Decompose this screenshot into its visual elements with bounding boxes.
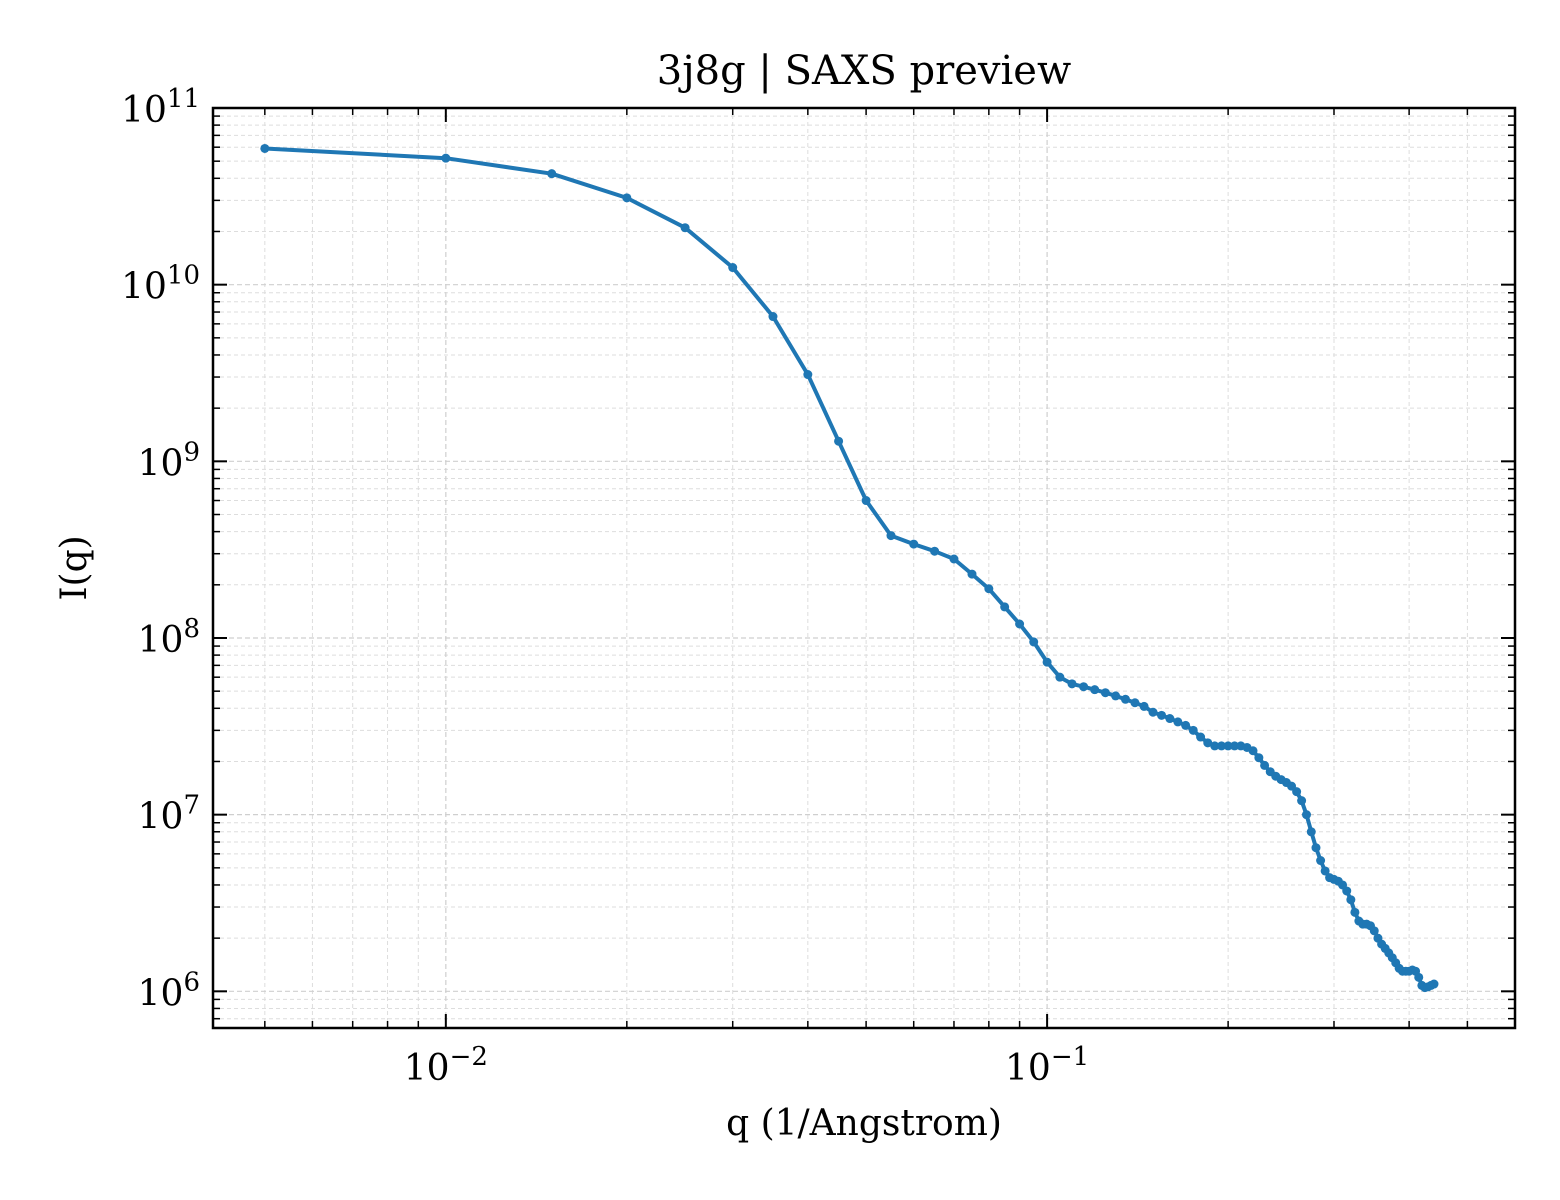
y-tick-label: 108 xyxy=(138,614,200,661)
data-point xyxy=(1055,672,1065,682)
data-point xyxy=(834,436,844,446)
data-point xyxy=(1369,926,1379,936)
axis-ticks: 10−2 10−1 106 107 108 109 1010 1011 xyxy=(121,84,1515,1089)
data-point xyxy=(1042,657,1052,667)
data-point xyxy=(1429,979,1439,989)
data-point xyxy=(1210,741,1220,751)
data-point xyxy=(1260,760,1270,770)
data-point xyxy=(1297,796,1307,806)
data-point xyxy=(1292,787,1302,797)
data-point xyxy=(1188,725,1198,735)
data-point xyxy=(909,539,919,549)
data-point xyxy=(1217,741,1227,751)
grid xyxy=(213,107,1515,1028)
data-point xyxy=(547,169,557,179)
data-point xyxy=(1029,637,1039,647)
data-point xyxy=(1148,707,1158,717)
data-point xyxy=(861,496,871,506)
plot-frame xyxy=(211,106,1517,1030)
data-point xyxy=(1067,679,1077,689)
data-point xyxy=(1111,691,1121,701)
data-point xyxy=(803,370,813,380)
data-point xyxy=(1223,741,1233,751)
data-point xyxy=(1248,746,1258,756)
data-point xyxy=(1230,741,1240,751)
data-point xyxy=(1203,738,1213,748)
y-tick-label: 107 xyxy=(138,791,200,838)
data-point xyxy=(1100,688,1110,698)
data-point xyxy=(1165,714,1175,724)
data-point xyxy=(967,569,977,579)
data-point xyxy=(1306,827,1316,837)
data-point xyxy=(1130,698,1140,708)
data-point xyxy=(1173,717,1183,727)
data-point xyxy=(1120,694,1130,704)
data-point xyxy=(1342,886,1352,896)
x-tick-label: 10−1 xyxy=(1005,1042,1089,1089)
data-point xyxy=(768,312,778,322)
data-point xyxy=(1181,720,1191,730)
data-point xyxy=(1301,810,1311,820)
data-point xyxy=(930,546,940,556)
data-point xyxy=(984,584,994,594)
y-tick-label: 1011 xyxy=(121,84,200,131)
data-point xyxy=(1000,602,1010,612)
data-point xyxy=(1346,895,1356,905)
data-point xyxy=(1414,972,1424,982)
series-layer xyxy=(260,143,1439,993)
data-point xyxy=(1320,866,1330,876)
y-tick-label: 1010 xyxy=(121,261,200,308)
data-point xyxy=(1311,843,1321,853)
chart-title: 3j8g | SAXS preview xyxy=(657,48,1071,94)
x-tick-label: 10−2 xyxy=(404,1042,488,1089)
data-point xyxy=(1139,701,1149,711)
data-point xyxy=(886,531,896,541)
y-tick-label: 106 xyxy=(138,967,200,1014)
y-axis-label: I(q) xyxy=(54,535,95,600)
data-point xyxy=(1090,685,1100,695)
data-point xyxy=(1079,682,1089,692)
data-point xyxy=(622,193,632,203)
data-point xyxy=(1196,732,1206,742)
data-point xyxy=(949,554,959,564)
data-point xyxy=(1254,753,1264,763)
data-point xyxy=(260,143,270,153)
y-tick-label: 109 xyxy=(138,437,200,484)
data-point xyxy=(1316,856,1326,866)
data-point xyxy=(441,153,451,163)
data-point xyxy=(1350,907,1360,917)
data-point xyxy=(728,263,738,273)
data-point xyxy=(680,223,690,233)
data-point xyxy=(1015,619,1025,629)
x-axis-label: q (1/Angstrom) xyxy=(726,1103,1002,1144)
data-point xyxy=(1157,710,1167,720)
